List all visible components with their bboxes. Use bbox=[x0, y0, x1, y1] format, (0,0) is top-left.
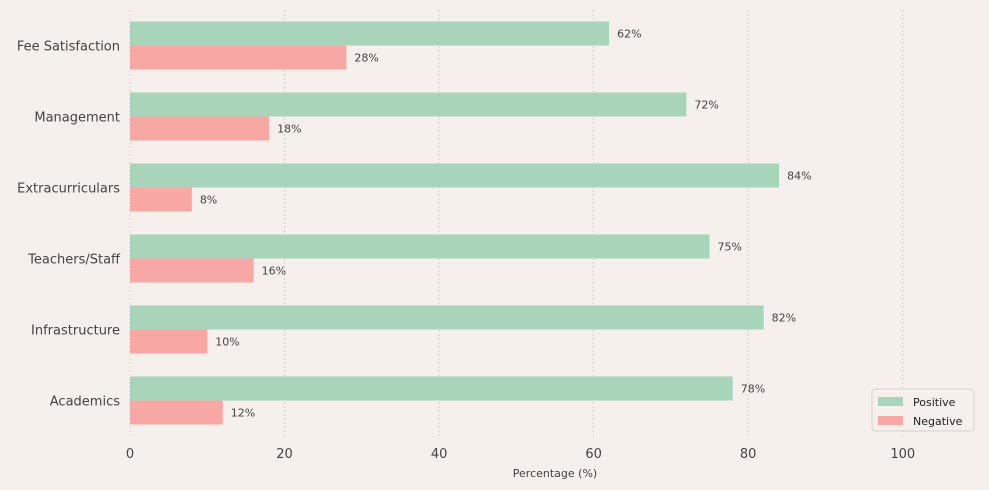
legend-label-negative: Negative bbox=[913, 415, 963, 428]
bar-positive[interactable] bbox=[130, 163, 780, 188]
bar-positive[interactable] bbox=[130, 92, 687, 117]
bars bbox=[130, 21, 780, 425]
category-labels: Fee Satisfaction Management Extracurricula… bbox=[17, 40, 121, 410]
bar-negative[interactable] bbox=[130, 116, 270, 141]
legend[interactable]: Positive Negative bbox=[871, 388, 975, 432]
category-label: Infrastructure bbox=[31, 324, 120, 339]
bar-negative[interactable] bbox=[130, 400, 223, 425]
value-label-positive: 78% bbox=[741, 383, 765, 396]
value-label-negative: 28% bbox=[354, 52, 378, 65]
bar-positive[interactable] bbox=[130, 21, 610, 46]
grid-lines bbox=[129, 10, 904, 436]
x-axis-title: Percentage (%) bbox=[513, 467, 597, 480]
bar-positive[interactable] bbox=[130, 234, 710, 259]
value-label-negative: 16% bbox=[262, 265, 286, 278]
x-tick-label: 0 bbox=[126, 447, 134, 462]
value-label-positive: 62% bbox=[617, 28, 641, 41]
legend-label-positive: Positive bbox=[913, 396, 956, 409]
value-label-negative: 10% bbox=[215, 336, 239, 349]
value-label-positive: 75% bbox=[718, 241, 742, 254]
category-label: Teachers/Staff bbox=[27, 253, 121, 268]
value-label-positive: 82% bbox=[772, 312, 796, 325]
category-label: Fee Satisfaction bbox=[17, 40, 120, 55]
value-label-positive: 72% bbox=[694, 99, 718, 112]
category-label: Extracurriculars bbox=[17, 182, 120, 197]
bar-positive[interactable] bbox=[130, 376, 733, 401]
legend-swatch-negative bbox=[878, 416, 903, 425]
value-label-negative: 8% bbox=[200, 194, 217, 207]
bar-negative[interactable] bbox=[130, 258, 254, 283]
x-tick-label: 20 bbox=[276, 447, 293, 462]
x-tick-label: 60 bbox=[585, 447, 602, 462]
x-tick-labels: 0 20 40 60 80 100 bbox=[126, 447, 915, 462]
value-label-positive: 84% bbox=[787, 170, 811, 183]
legend-swatch-positive bbox=[878, 397, 903, 406]
bar-positive[interactable] bbox=[130, 305, 764, 330]
bar-negative[interactable] bbox=[130, 329, 208, 354]
category-label: Academics bbox=[50, 395, 120, 410]
value-label-negative: 12% bbox=[231, 407, 255, 420]
category-label: Management bbox=[34, 111, 120, 126]
value-label-negative: 18% bbox=[277, 123, 301, 136]
bar-negative[interactable] bbox=[130, 187, 192, 212]
x-tick-label: 40 bbox=[431, 447, 448, 462]
x-tick-label: 80 bbox=[740, 447, 757, 462]
x-tick-label: 100 bbox=[890, 447, 915, 462]
value-labels: 62% 28% 72% 18% 84% 8% 75% 16% 82% 10% 78% 12% bbox=[200, 28, 812, 420]
bar-negative[interactable] bbox=[130, 45, 347, 70]
